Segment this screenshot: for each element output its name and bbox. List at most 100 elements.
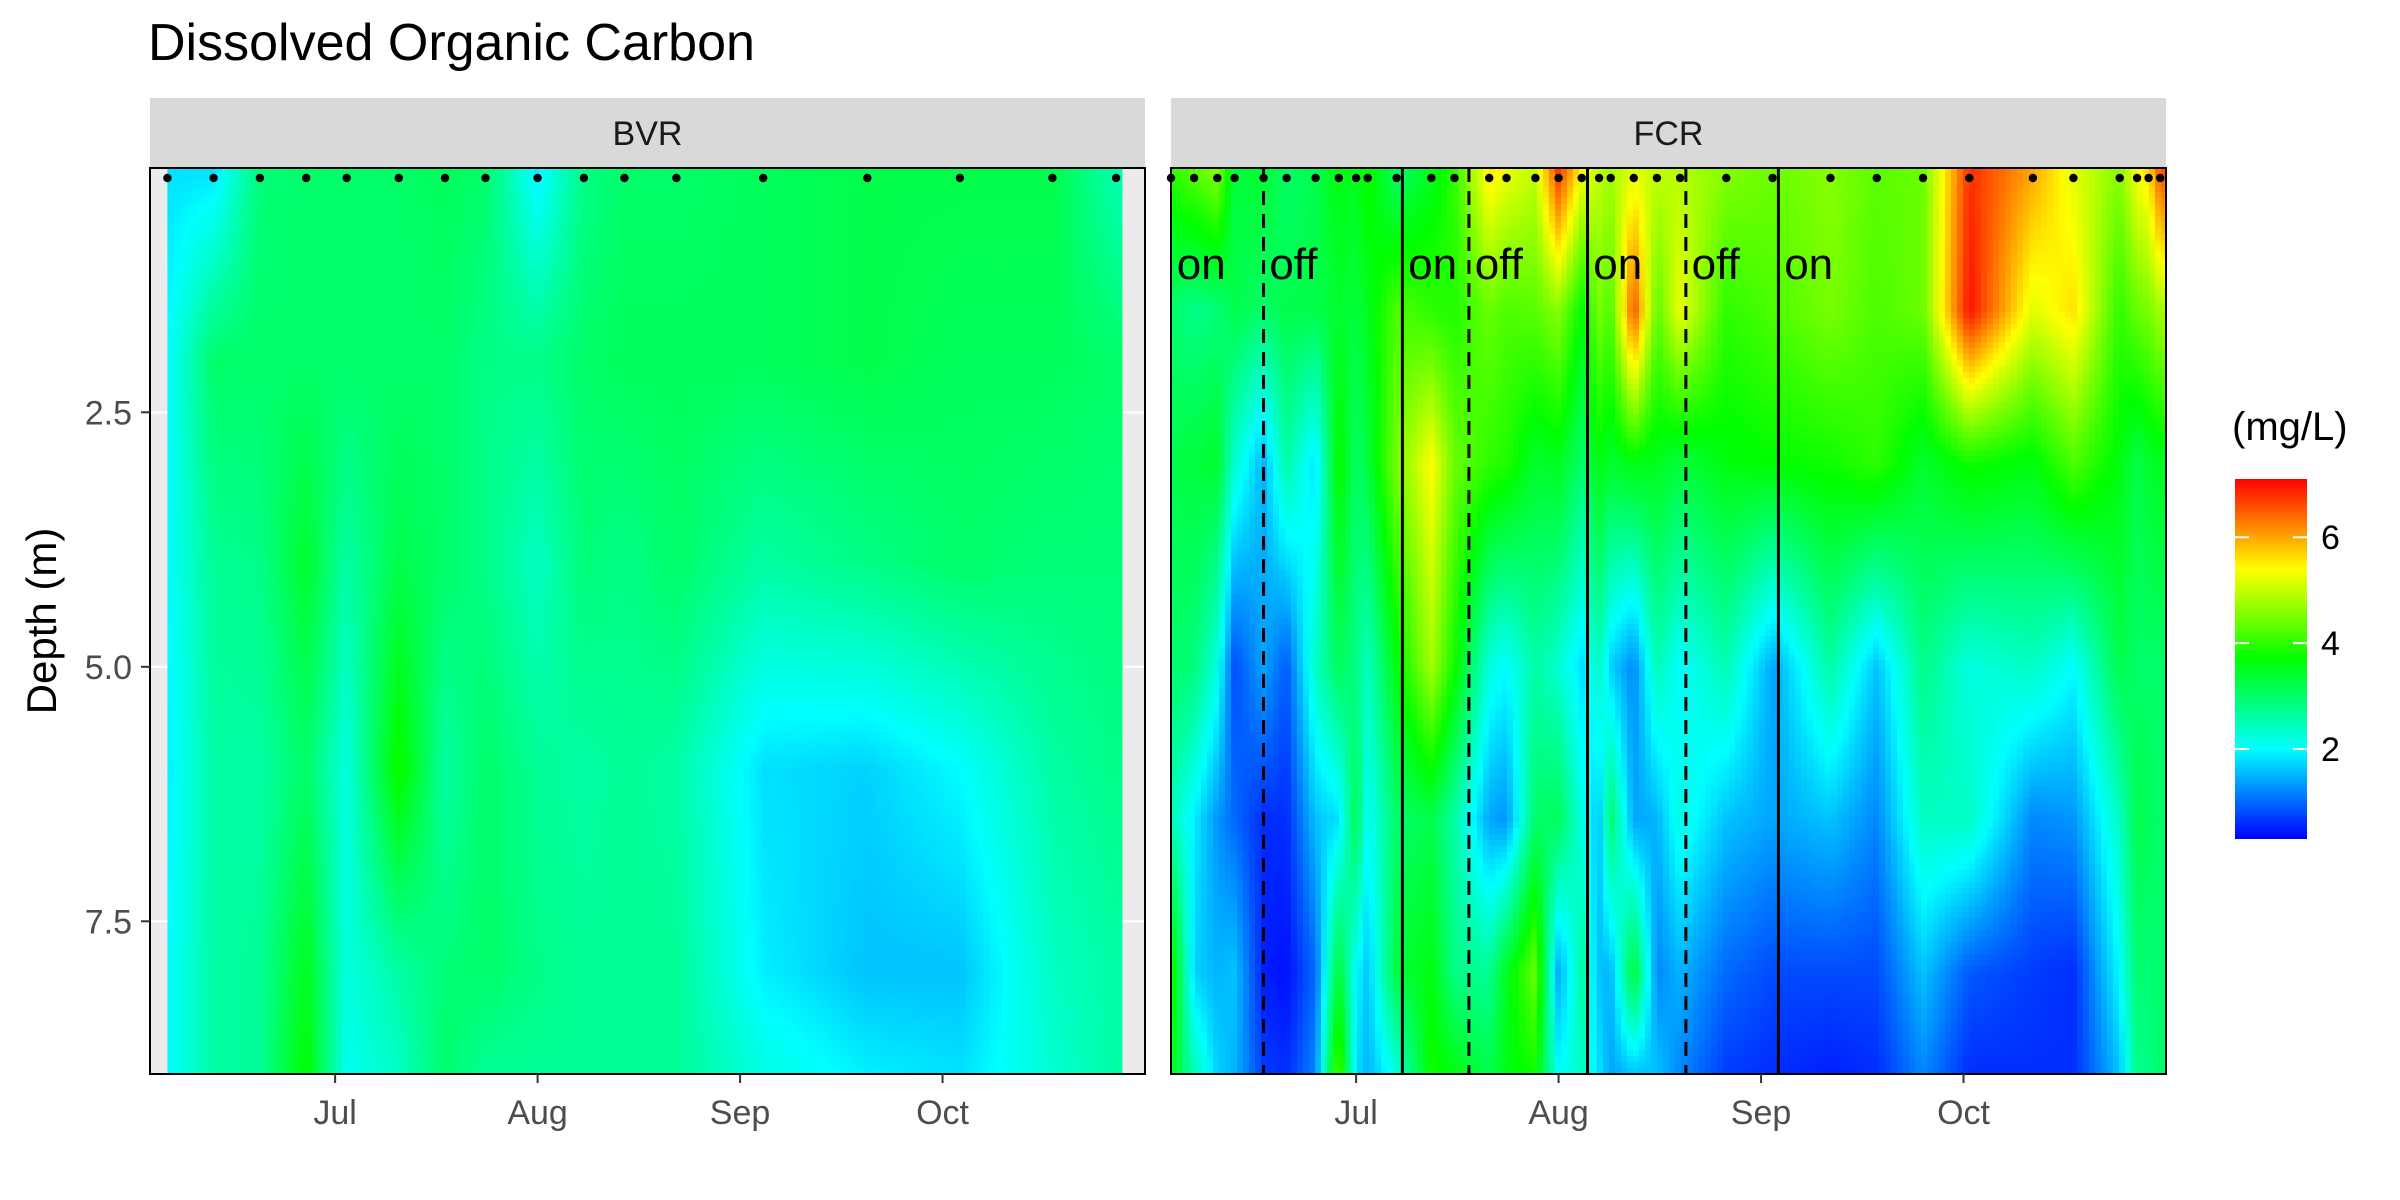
heatmap-cell (173, 948, 180, 955)
heatmap-cell (197, 510, 204, 517)
heatmap-cell (215, 480, 222, 487)
heatmap-cell (221, 546, 228, 553)
heatmap-cell (191, 222, 198, 229)
heatmap-cell (167, 258, 174, 265)
heatmap-cell (173, 1026, 180, 1033)
heatmap-cell (167, 330, 174, 337)
heatmap-cell (203, 672, 210, 679)
heatmap-cell (209, 678, 216, 685)
heatmap-cell (209, 966, 216, 973)
heatmap-cell (167, 1008, 174, 1015)
heatmap-cell (215, 384, 222, 391)
heatmap-cell (185, 882, 192, 889)
heatmap-cell (209, 588, 216, 595)
heatmap-cell (227, 348, 234, 355)
heatmap-cell (209, 522, 216, 529)
heatmap-cell (167, 702, 174, 709)
heatmap-cell (221, 222, 228, 229)
heatmap-cell (221, 864, 228, 871)
heatmap-cell (203, 510, 210, 517)
heatmap-cell (167, 924, 174, 931)
heatmap-cell (221, 540, 228, 547)
heatmap-cell (221, 738, 228, 745)
heatmap-cell (191, 300, 198, 307)
heatmap-cell (173, 264, 180, 271)
heatmap-cell (167, 366, 174, 373)
heatmap-cell (173, 924, 180, 931)
heatmap-cell (221, 660, 228, 667)
heatmap-cell (191, 942, 198, 949)
heatmap-cell (185, 564, 192, 571)
heatmap-cell (197, 606, 204, 613)
heatmap-cell (215, 1020, 222, 1027)
heatmap-cell (227, 258, 234, 265)
heatmap-cell (179, 516, 186, 523)
heatmap-cell (185, 450, 192, 457)
heatmap-cell (203, 528, 210, 535)
heatmap-cell (179, 678, 186, 685)
heatmap-cell (167, 708, 174, 715)
heatmap-cell (167, 312, 174, 319)
heatmap-cell (191, 444, 198, 451)
heatmap-cell (179, 654, 186, 661)
heatmap-cell (185, 960, 192, 967)
heatmap-cell (215, 204, 222, 211)
heatmap-cell (167, 648, 174, 655)
heatmap-cell (179, 336, 186, 343)
heatmap-cell (203, 300, 210, 307)
heatmap-cell (221, 294, 228, 301)
heatmap-cell (179, 534, 186, 541)
heatmap-cell (167, 492, 174, 499)
heatmap-cell (209, 720, 216, 727)
heatmap-cell (215, 750, 222, 757)
heatmap-cell (179, 198, 186, 205)
heatmap-cell (221, 570, 228, 577)
heatmap-cell (167, 984, 174, 991)
heatmap-cell (209, 342, 216, 349)
heatmap-cell (185, 924, 192, 931)
heatmap-cell (179, 462, 186, 469)
heatmap-cell (221, 522, 228, 529)
heatmap-cell (191, 954, 198, 961)
heatmap-cell (221, 582, 228, 589)
heatmap-cell (209, 204, 216, 211)
heatmap-cell (167, 678, 174, 685)
heatmap-cell (185, 678, 192, 685)
heatmap-cell (179, 204, 186, 211)
heatmap-cell (197, 216, 204, 223)
heatmap-cell (185, 354, 192, 361)
heatmap-cell (197, 492, 204, 499)
heatmap-cell (167, 294, 174, 301)
heatmap-cell (191, 372, 198, 379)
heatmap-cell (179, 792, 186, 799)
heatmap-cell (203, 1038, 210, 1045)
heatmap-cell (221, 606, 228, 613)
heatmap-cell (167, 996, 174, 1003)
heatmap-cell (173, 960, 180, 967)
heatmap-cell (197, 918, 204, 925)
heatmap-cell (191, 1044, 198, 1051)
heatmap-cell (167, 450, 174, 457)
heatmap-cell (173, 600, 180, 607)
heatmap-cell (227, 300, 234, 307)
heatmap-cell (221, 228, 228, 235)
heatmap-cell (209, 498, 216, 505)
heatmap-cell (215, 906, 222, 913)
heatmap-cell (179, 696, 186, 703)
heatmap-cell (167, 276, 174, 283)
heatmap-cell (185, 264, 192, 271)
heatmap-cell (203, 432, 210, 439)
heatmap-cell (179, 252, 186, 259)
heatmap-cell (185, 1062, 192, 1069)
heatmap-cell (191, 1014, 198, 1021)
heatmap-cell (209, 612, 216, 619)
heatmap-cell (203, 198, 210, 205)
heatmap-cell (221, 450, 228, 457)
heatmap-cell (185, 480, 192, 487)
heatmap-cell (215, 1056, 222, 1063)
heatmap-cell (179, 756, 186, 763)
heatmap-cell (221, 426, 228, 433)
heatmap-cell (215, 672, 222, 679)
heatmap-cell (209, 462, 216, 469)
heatmap-cell (221, 534, 228, 541)
